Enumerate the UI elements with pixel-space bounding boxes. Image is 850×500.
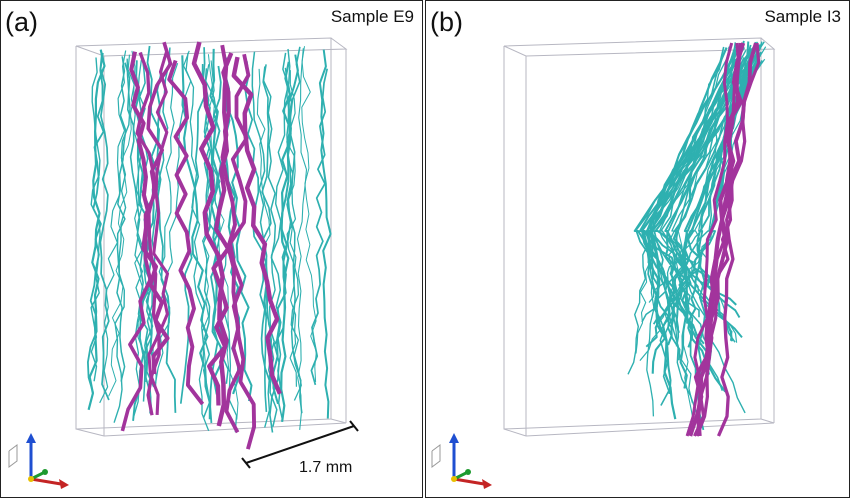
- teal-fiber: [179, 47, 206, 404]
- panel-a-canvas: [8, 37, 359, 489]
- teal-fiber: [269, 46, 301, 433]
- teal-fiber: [116, 56, 127, 382]
- panel-a: (a) Sample E9 1.7 mm: [0, 0, 423, 498]
- bounding-box: [503, 37, 776, 437]
- magenta-fiber: [120, 41, 173, 432]
- teal-fiber: [113, 58, 131, 423]
- teal-fiber: [99, 52, 110, 401]
- teal-fiber: [286, 70, 297, 387]
- teal-fiber: [638, 49, 758, 375]
- scale-bar-label: 1.7 mm: [299, 459, 353, 476]
- magenta-fiber: [167, 59, 205, 406]
- teal-fiber: [142, 47, 171, 402]
- teal-fiber: [647, 58, 766, 403]
- magenta-fiber: [685, 42, 734, 437]
- teal-fiber: [676, 55, 742, 427]
- teal-fiber: [280, 61, 291, 423]
- teal-fiber: [650, 43, 763, 394]
- sample-title: Sample E9: [330, 7, 414, 26]
- teal-fiber: [634, 46, 746, 345]
- xyz-axes-icon: [431, 433, 492, 489]
- magenta-fiber: [135, 51, 161, 416]
- teal-fiber: [658, 42, 732, 315]
- teal-fiber: [660, 56, 733, 391]
- teal-fiber: [296, 48, 308, 430]
- scale-bar: [241, 420, 359, 469]
- magenta-fiber: [231, 56, 282, 395]
- sample-title: Sample I3: [764, 7, 841, 26]
- teal-fiber: [185, 52, 210, 432]
- teal-fiber: [262, 64, 284, 420]
- teal-fiber: [310, 68, 329, 386]
- teal-fiber: [256, 68, 277, 401]
- teal-fiber: [108, 50, 136, 397]
- teal-fiber: [301, 46, 317, 383]
- magenta-fiber: [693, 42, 761, 437]
- magenta-fiber: [224, 53, 251, 434]
- fiber-network: [87, 41, 332, 450]
- xyz-axes-icon: [8, 433, 69, 489]
- teal-fiber: [99, 50, 127, 404]
- fiber-network: [627, 40, 767, 437]
- magenta-fiber: [696, 42, 746, 437]
- bounding-box: [75, 37, 348, 437]
- teal-fiber: [318, 49, 332, 419]
- panel-label: (a): [5, 7, 38, 37]
- magenta-fiber: [191, 41, 229, 427]
- panel-b: (b) Sample I3: [425, 0, 850, 498]
- teal-fiber: [87, 49, 106, 411]
- panel-b-canvas: [431, 37, 776, 489]
- magenta-fiber: [147, 51, 170, 415]
- panel-label: (b): [430, 7, 463, 37]
